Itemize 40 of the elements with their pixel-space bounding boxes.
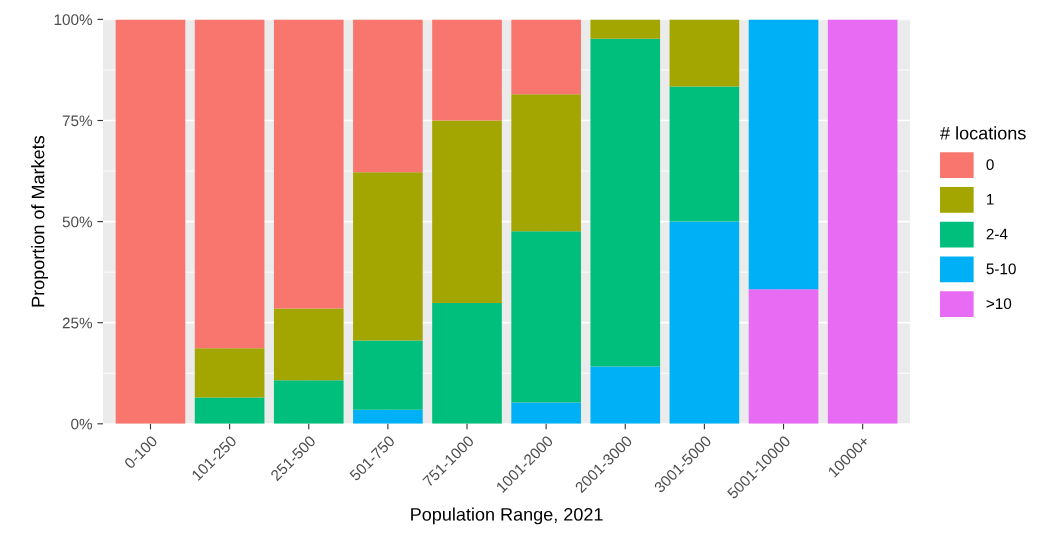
legend-label: 5-10 — [986, 263, 1016, 275]
bar — [194, 348, 265, 398]
bar — [353, 19, 423, 173]
bar — [353, 409, 423, 424]
legend-label: 2-4 — [986, 228, 1008, 240]
bar — [273, 19, 344, 309]
bar — [432, 19, 502, 121]
legend-label: 0 — [986, 159, 994, 171]
bar — [273, 380, 344, 424]
bar — [511, 94, 581, 232]
bar — [748, 19, 819, 290]
y-tick-label: 75% — [62, 115, 93, 127]
bar — [669, 86, 740, 222]
bar — [353, 340, 423, 410]
legend-title: # locations — [940, 126, 1026, 140]
bar — [511, 231, 581, 403]
bar — [273, 308, 344, 381]
bar — [432, 120, 502, 303]
bar — [511, 402, 581, 424]
bar — [748, 289, 819, 424]
bar — [194, 397, 265, 424]
bar — [590, 38, 661, 367]
y-tick-label: 25% — [62, 317, 93, 329]
y-tick-label: 50% — [62, 216, 93, 228]
bar — [511, 19, 581, 95]
bar — [827, 19, 898, 424]
x-axis-title: Population Range, 2021 — [411, 507, 603, 525]
bar — [115, 19, 186, 424]
y-axis-title: Proportion of Markets — [31, 135, 48, 307]
legend-label: 1 — [987, 194, 994, 205]
bar — [432, 302, 502, 424]
bar — [590, 366, 661, 424]
bar — [353, 172, 423, 341]
y-tick-label: 0% — [71, 418, 93, 430]
bar — [669, 19, 740, 87]
bar — [590, 19, 661, 39]
bar — [669, 221, 740, 424]
y-tick-label: 100% — [54, 14, 93, 26]
legend-label: >10 — [986, 298, 1012, 310]
bar — [194, 19, 265, 349]
